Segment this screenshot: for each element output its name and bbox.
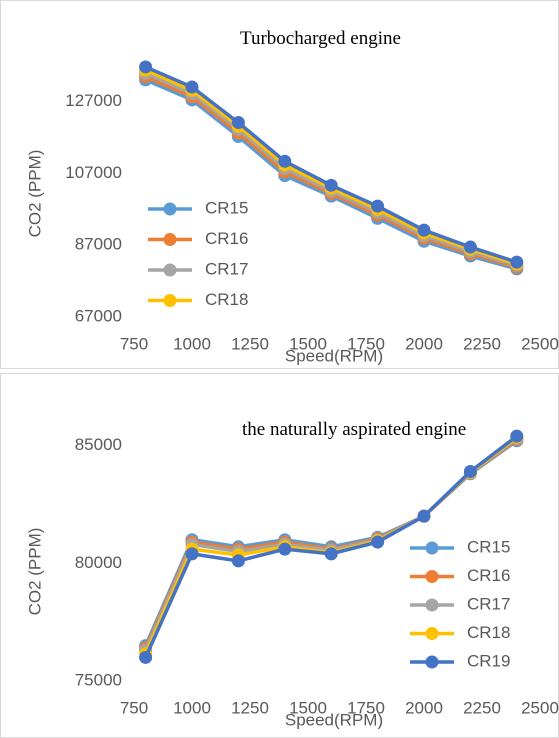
x-tick-label: 1500 xyxy=(289,698,327,717)
x-axis-label: Speed(RPM) xyxy=(285,346,383,365)
legend-marker xyxy=(425,655,439,669)
marker xyxy=(463,240,477,254)
x-tick-label: 1250 xyxy=(231,698,269,717)
y-tick-label: 85000 xyxy=(75,435,122,454)
legend-entry: CR15 xyxy=(148,198,248,217)
x-axis-label: Speed(RPM) xyxy=(285,710,383,729)
legend-label: CR15 xyxy=(467,537,510,556)
marker xyxy=(463,464,477,478)
x-tick-label: 2250 xyxy=(463,334,501,353)
chart-title: the naturally aspirated engine xyxy=(242,419,467,440)
marker xyxy=(324,178,338,192)
legend-entry: CR17 xyxy=(148,259,248,278)
title-box: Turbocharged engine xyxy=(240,28,401,49)
x-tick-label: 1750 xyxy=(347,698,385,717)
x-tick-label: 1250 xyxy=(231,334,269,353)
y-tick-label: 127000 xyxy=(65,91,122,110)
legend-label: CR18 xyxy=(205,290,248,309)
legend-label: CR15 xyxy=(205,198,248,217)
y-tick-label: 87000 xyxy=(75,235,122,254)
legend-label: CR19 xyxy=(467,651,510,670)
title-box: the naturally aspirated engine xyxy=(242,419,467,440)
legend-marker xyxy=(163,202,177,216)
y-tick-label: 80000 xyxy=(75,553,122,572)
legend-label: CR16 xyxy=(205,229,248,248)
legend-entry: CR16 xyxy=(410,566,510,585)
x-tick-label: 2250 xyxy=(463,698,501,717)
x-tick-label: 1500 xyxy=(289,334,327,353)
x-tick-label: 1000 xyxy=(173,334,211,353)
legend-entry: CR19 xyxy=(410,651,510,670)
marker xyxy=(278,154,292,168)
marker xyxy=(510,255,524,269)
marker xyxy=(231,116,245,130)
marker xyxy=(185,80,199,94)
marker xyxy=(324,547,338,561)
legend-marker xyxy=(163,294,177,307)
x-tick-label: 2500 xyxy=(521,334,559,353)
legend-entry: CR18 xyxy=(410,623,510,642)
marker xyxy=(231,554,245,568)
legend-entry: CR16 xyxy=(148,229,248,248)
legend-label: CR17 xyxy=(467,594,510,613)
marker xyxy=(371,535,385,549)
x-tick-label: 750 xyxy=(120,334,148,353)
legend-marker xyxy=(163,233,177,246)
marker xyxy=(417,223,431,237)
x-tick-label: 750 xyxy=(120,698,148,717)
series-line xyxy=(144,68,518,266)
series-line xyxy=(144,78,518,271)
x-tick-label: 1750 xyxy=(347,334,385,353)
chart-title: Turbocharged engine xyxy=(240,28,401,49)
legend-marker xyxy=(425,598,439,612)
legend-label: CR18 xyxy=(467,623,510,642)
x-tick-label: 1000 xyxy=(173,698,211,717)
legend-entry: CR15 xyxy=(410,537,510,556)
legend-label: CR17 xyxy=(205,259,248,278)
y-tick-label: 67000 xyxy=(75,306,122,325)
legend-marker xyxy=(425,627,439,640)
y-tick-label: 107000 xyxy=(65,163,122,182)
legend-label: CR16 xyxy=(467,566,510,585)
series-line xyxy=(144,75,518,269)
x-tick-label: 2000 xyxy=(405,698,443,717)
y-axis-label: CO2 (PPM) xyxy=(25,528,44,616)
marker xyxy=(185,547,199,561)
y-tick-label: 75000 xyxy=(75,670,122,689)
series-line xyxy=(144,71,518,268)
marker xyxy=(510,429,524,443)
x-tick-label: 2000 xyxy=(405,334,443,353)
legend-entry: CR17 xyxy=(410,594,510,613)
legend-marker xyxy=(425,541,439,555)
marker xyxy=(371,199,385,213)
marker xyxy=(417,509,431,523)
legend-marker xyxy=(425,570,439,583)
y-axis-label: CO2 (PPM) xyxy=(25,150,44,238)
marker xyxy=(139,60,153,74)
legend-entry: CR18 xyxy=(148,290,248,309)
x-tick-label: 2500 xyxy=(521,698,559,717)
series-line xyxy=(144,65,518,264)
legend-marker xyxy=(163,263,177,277)
marker xyxy=(278,542,292,556)
marker xyxy=(139,650,153,664)
